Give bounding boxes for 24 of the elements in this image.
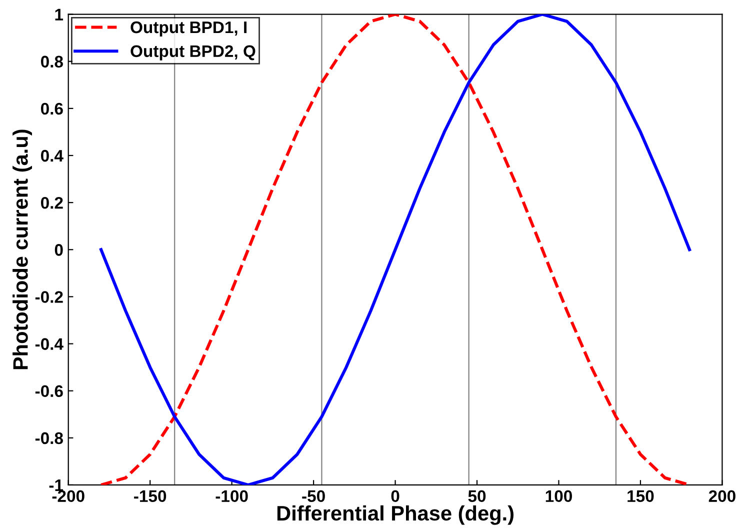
- legend-label: Output BPD2, Q: [130, 45, 256, 60]
- y-tick-label: 0: [54, 244, 63, 256]
- x-tick-label: 50: [468, 490, 486, 502]
- x-axis-title: Differential Phase (deg.): [277, 505, 514, 525]
- y-tick-label: -1: [49, 480, 64, 491]
- y-axis-title: Photodiode current (a.u): [12, 130, 32, 370]
- y-tick-label: 0.2: [40, 196, 63, 209]
- y-tick-label: -0.2: [35, 291, 63, 303]
- y-tick-label: 0.4: [40, 150, 64, 162]
- y-tick-label: -0.6: [35, 385, 63, 398]
- x-tick-label: -100: [216, 490, 248, 502]
- legend-label: Output BPD1, I: [130, 21, 246, 37]
- x-tick-label: -50: [302, 490, 325, 502]
- y-tick-label: -0.8: [35, 432, 63, 444]
- y-tick-label: 0.6: [40, 102, 63, 115]
- y-tick-label: 0.8: [40, 56, 63, 68]
- y-tick-label: 1: [55, 8, 64, 20]
- x-tick-label: 0: [391, 490, 400, 502]
- x-tick-label: -200: [52, 490, 84, 502]
- x-tick-label: 100: [546, 490, 572, 502]
- y-tick-label: -0.4: [35, 338, 64, 350]
- x-tick-label: 200: [708, 490, 736, 502]
- x-tick-label: -150: [134, 490, 166, 502]
- x-tick-label: 150: [628, 490, 654, 502]
